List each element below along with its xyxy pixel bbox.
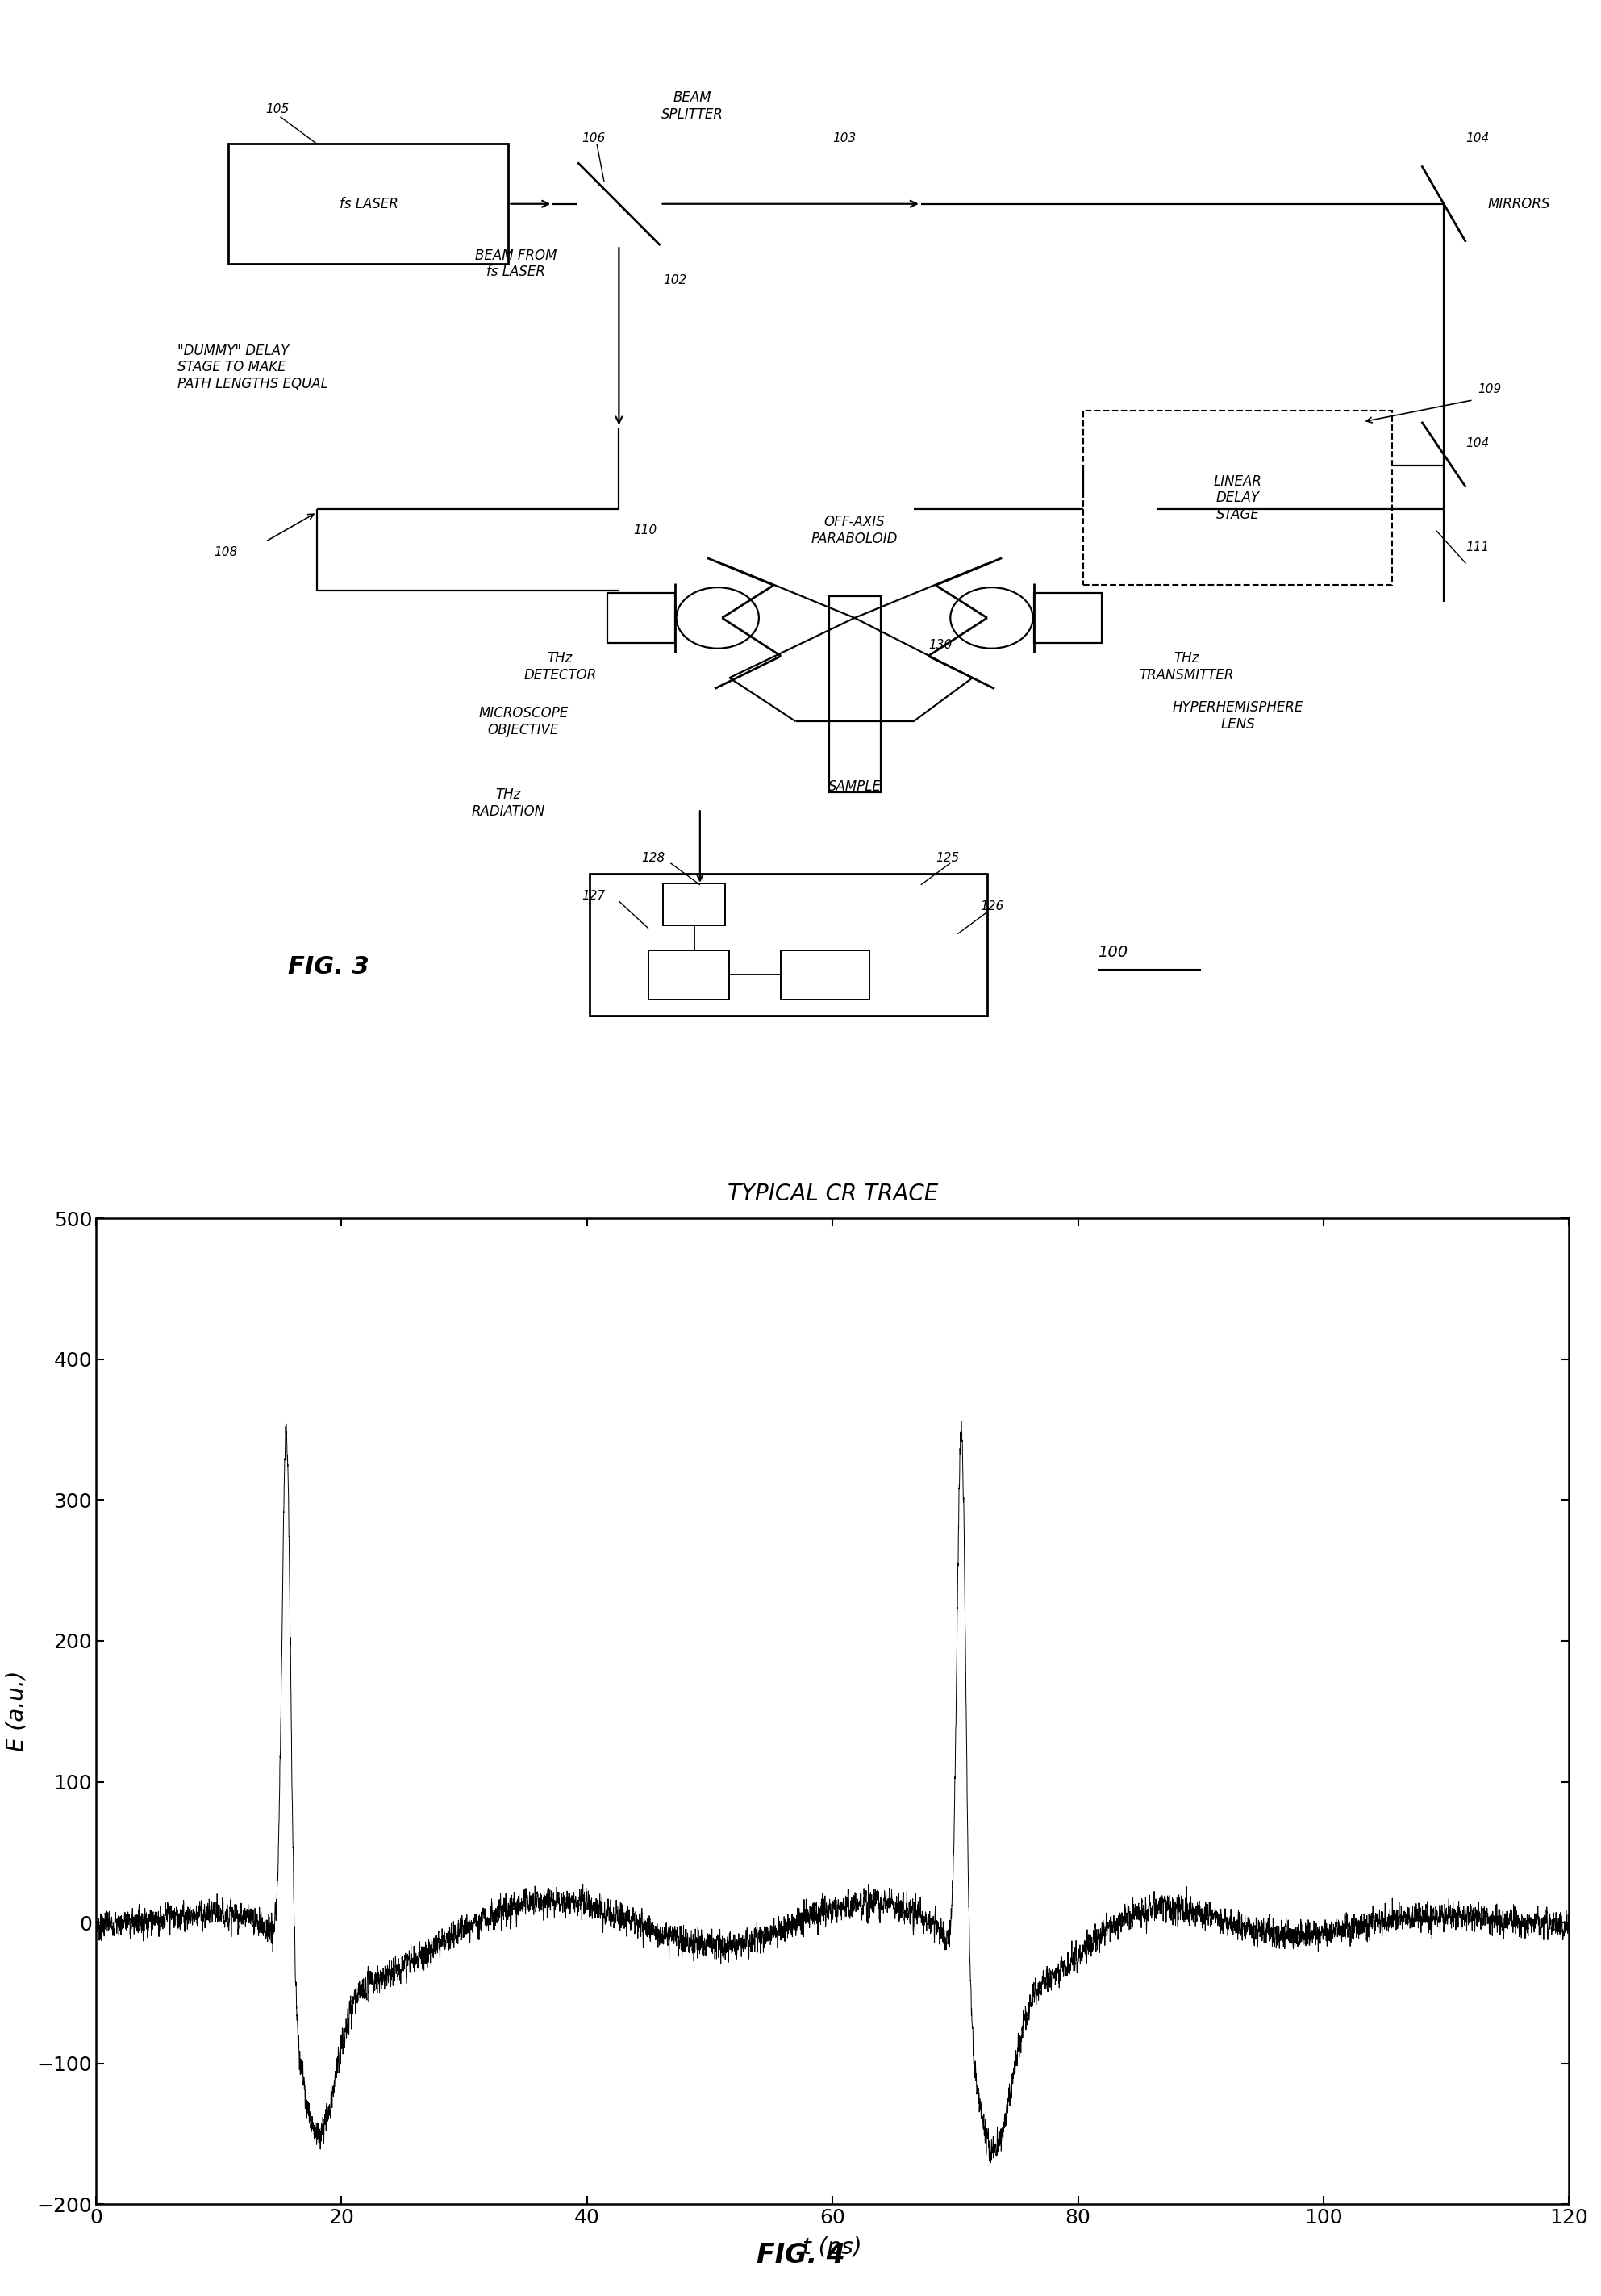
Text: 130: 130 [929, 638, 953, 652]
Text: THz
TRANSMITTER: THz TRANSMITTER [1138, 652, 1233, 682]
Circle shape [676, 588, 759, 647]
Text: OFF-AXIS
PARABOLOID: OFF-AXIS PARABOLOID [812, 514, 898, 546]
Text: 100: 100 [1098, 944, 1127, 960]
Text: 103: 103 [833, 133, 857, 145]
Text: 111: 111 [1467, 542, 1489, 553]
Text: 109: 109 [1478, 383, 1502, 395]
Text: "DUMMY" DELAY
STAGE TO MAKE
PATH LENGTHS EQUAL: "DUMMY" DELAY STAGE TO MAKE PATH LENGTHS… [178, 344, 328, 390]
FancyBboxPatch shape [1034, 592, 1101, 643]
Text: 127: 127 [583, 889, 605, 902]
Text: 102: 102 [663, 273, 687, 287]
Text: THz
DETECTOR: THz DETECTOR [524, 652, 597, 682]
FancyBboxPatch shape [781, 951, 869, 999]
FancyBboxPatch shape [648, 951, 730, 999]
Text: 104: 104 [1467, 439, 1489, 450]
Text: MIRRORS: MIRRORS [1487, 197, 1550, 211]
Text: 126: 126 [980, 900, 1004, 914]
Text: SAMPLE: SAMPLE [828, 781, 881, 794]
Text: BEAM
SPLITTER: BEAM SPLITTER [661, 90, 724, 122]
Text: BEAM FROM
fs LASER: BEAM FROM fs LASER [475, 248, 557, 280]
Text: 128: 128 [640, 852, 664, 863]
Text: 110: 110 [634, 526, 658, 537]
Text: FIG. 3: FIG. 3 [288, 955, 368, 978]
Text: 105: 105 [266, 103, 290, 115]
Text: 104: 104 [1467, 133, 1489, 145]
Text: 108: 108 [215, 546, 237, 558]
Text: fs LASER: fs LASER [339, 197, 399, 211]
Text: 106: 106 [583, 133, 605, 145]
FancyBboxPatch shape [607, 592, 676, 643]
Circle shape [951, 588, 1033, 647]
Text: MICROSCOPE
OBJECTIVE: MICROSCOPE OBJECTIVE [479, 705, 568, 737]
Text: FIG. 4: FIG. 4 [756, 2241, 845, 2268]
X-axis label: t (ps): t (ps) [802, 2236, 863, 2259]
Text: THz
RADIATION: THz RADIATION [472, 788, 546, 820]
FancyBboxPatch shape [1082, 411, 1393, 585]
FancyBboxPatch shape [829, 597, 881, 792]
FancyBboxPatch shape [589, 875, 988, 1015]
Title: TYPICAL CR TRACE: TYPICAL CR TRACE [727, 1182, 938, 1205]
FancyBboxPatch shape [229, 145, 509, 264]
FancyBboxPatch shape [663, 884, 725, 925]
Text: 125: 125 [935, 852, 959, 863]
Text: LINEAR
DELAY
STAGE: LINEAR DELAY STAGE [1214, 473, 1262, 521]
Y-axis label: E (a.u.): E (a.u.) [5, 1671, 27, 1752]
Text: HYPERHEMISPHERE
LENS: HYPERHEMISPHERE LENS [1172, 700, 1303, 732]
